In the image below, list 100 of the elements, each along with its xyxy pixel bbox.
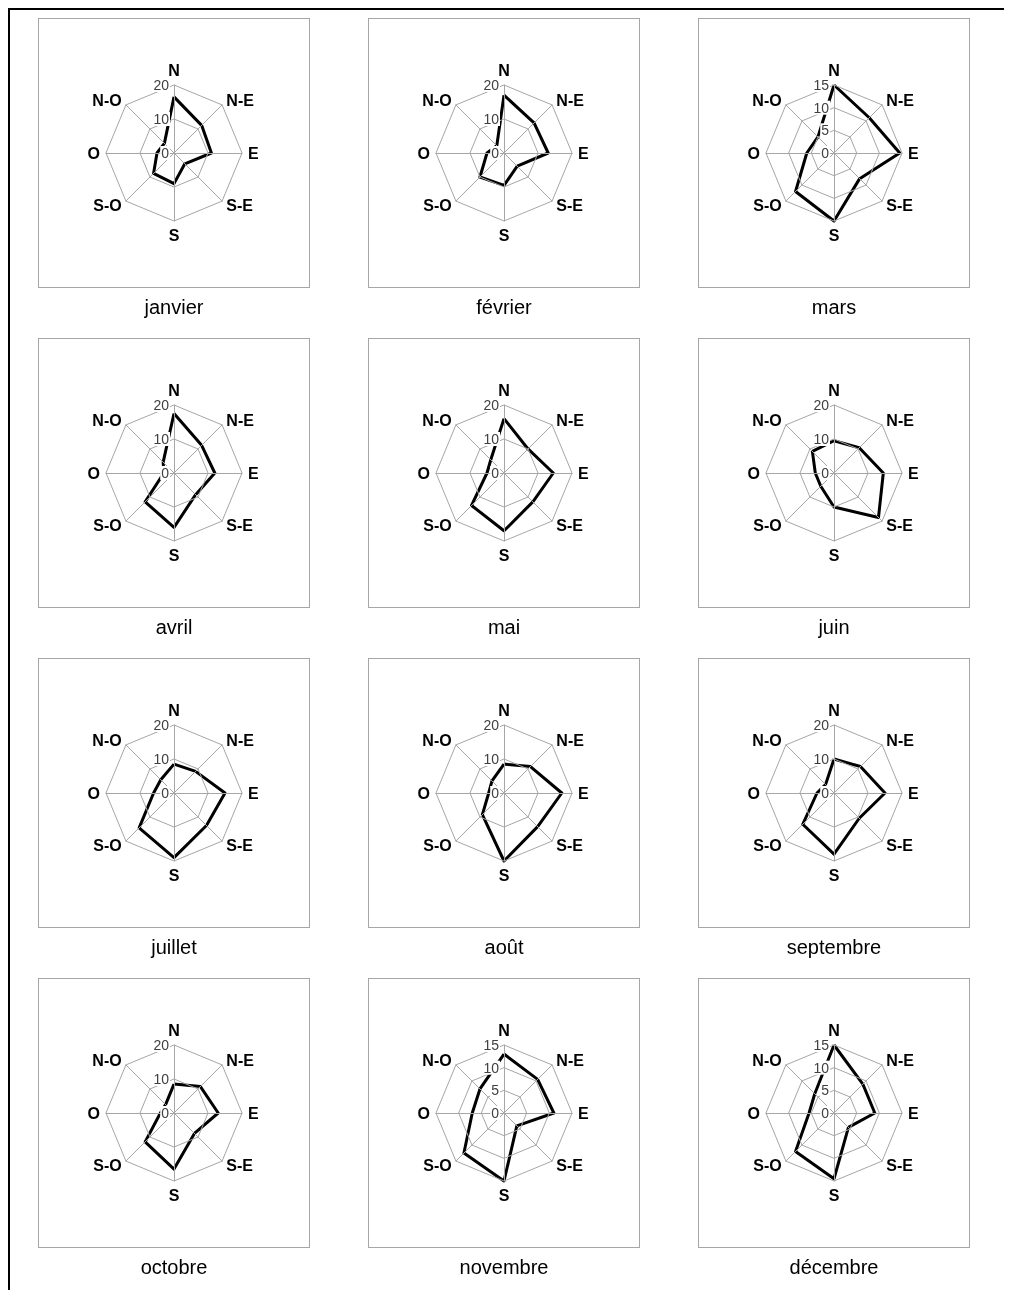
y-tick-label: 10 (813, 99, 830, 116)
spoke-label: S-E (556, 516, 584, 534)
spoke-label: E (578, 464, 589, 482)
spoke-label: N-O (422, 92, 452, 110)
y-tick-label: 0 (161, 785, 170, 801)
spoke-label: N (828, 61, 840, 79)
spoke-label: S-O (753, 836, 782, 854)
spoke-label: N-E (886, 92, 915, 110)
text: juin (818, 616, 850, 639)
spoke-label: S-O (423, 836, 452, 854)
y-tick-label: 10 (483, 1059, 500, 1076)
spoke-label: S (168, 546, 180, 564)
spoke-label: E (248, 144, 259, 162)
spoke-label: O (417, 144, 430, 162)
spoke-label: N (498, 61, 510, 79)
spoke-label: N (828, 1021, 840, 1039)
spoke-label: S-E (226, 1156, 254, 1174)
spoke-label: S-O (423, 516, 452, 534)
spoke-label: E (908, 144, 919, 162)
spoke-label: N-O (92, 732, 122, 750)
y-tick-label: 10 (153, 111, 170, 127)
spoke-label: O (417, 464, 430, 482)
spoke-label: N-E (556, 92, 585, 110)
spoke-label: N-O (752, 732, 782, 750)
y-tick-label: 10 (483, 111, 500, 127)
spoke-label: S-O (423, 196, 452, 214)
y-tick-label: 10 (483, 431, 500, 447)
spoke-label: S-O (93, 516, 122, 534)
text: août (484, 936, 524, 959)
spoke-label: N-O (752, 412, 782, 430)
y-tick-label: 20 (153, 1037, 170, 1053)
spoke-label: O (87, 784, 100, 802)
spoke-label: N (498, 1021, 510, 1039)
y-tick-label: 5 (491, 1082, 500, 1099)
spoke-label: E (578, 784, 589, 802)
y-tick-label: 20 (153, 77, 170, 93)
spoke-label: E (248, 1104, 259, 1122)
y-tick-label: 15 (483, 1037, 500, 1053)
spoke-label: S (498, 226, 510, 244)
text: février (476, 296, 532, 319)
spoke-label: N-O (422, 732, 452, 750)
y-tick-label: 0 (821, 465, 830, 481)
spoke-label: S-E (556, 1156, 584, 1174)
spoke-label: N-E (556, 412, 585, 430)
spoke-label: N-E (556, 732, 585, 750)
spoke-label: N-E (226, 92, 255, 110)
spoke-label: N-E (226, 412, 255, 430)
spoke-label: E (908, 464, 919, 482)
spoke-label: N (168, 1021, 180, 1039)
spoke-label: N-O (752, 1052, 782, 1070)
spoke-label: S-E (886, 836, 914, 854)
spoke-label: S (168, 1186, 180, 1204)
text: mars (811, 296, 857, 319)
spoke-label: S (828, 1186, 840, 1204)
spoke-label: N (498, 381, 510, 399)
spoke-label: S-E (886, 196, 914, 214)
spoke-label: O (747, 144, 760, 162)
text: septembre (786, 936, 882, 959)
spoke-label: N (828, 701, 840, 719)
spoke-label: N (168, 61, 180, 79)
spoke-label: S-O (753, 516, 782, 534)
spoke-label: N-E (226, 1052, 255, 1070)
y-tick-label: 0 (491, 145, 500, 161)
spoke-label: S (498, 1186, 510, 1204)
spoke-label: S-E (556, 196, 584, 214)
y-tick-label: 0 (491, 1105, 500, 1121)
spoke-label: S (498, 546, 510, 564)
spoke-label: S-E (886, 516, 914, 534)
spoke-label: S-O (93, 836, 122, 854)
spoke-label: N-E (226, 732, 255, 750)
text: avril (155, 616, 193, 639)
spoke-label: O (87, 1104, 100, 1122)
y-tick-label: 5 (821, 122, 830, 139)
y-tick-label: 0 (821, 145, 830, 161)
spoke-label: O (87, 144, 100, 162)
spoke-label: S-E (226, 196, 254, 214)
y-tick-label: 10 (813, 751, 830, 767)
y-tick-label: 0 (821, 1105, 830, 1121)
y-tick-label: 0 (491, 785, 500, 801)
y-tick-label: 10 (153, 751, 170, 767)
y-tick-label: 0 (161, 465, 170, 481)
y-tick-label: 0 (161, 145, 170, 161)
spoke-label: O (417, 784, 430, 802)
spoke-label: S-E (556, 836, 584, 854)
y-tick-label: 20 (483, 717, 500, 733)
spoke-label: N-E (886, 412, 915, 430)
spoke-label: S (828, 866, 840, 884)
text: octobre (140, 1256, 208, 1279)
spoke-label: N (828, 381, 840, 399)
y-tick-label: 0 (821, 785, 830, 801)
spoke-label: O (747, 784, 760, 802)
spoke-label: S (168, 226, 180, 244)
spoke-label: N-E (556, 1052, 585, 1070)
y-tick-label: 10 (153, 1071, 170, 1087)
y-tick-label: 20 (153, 397, 170, 413)
spoke-label: S-O (423, 1156, 452, 1174)
spoke-label: N-O (422, 412, 452, 430)
spoke-label: S (498, 866, 510, 884)
spoke-label: E (908, 1104, 919, 1122)
spoke-label: S-O (753, 1156, 782, 1174)
